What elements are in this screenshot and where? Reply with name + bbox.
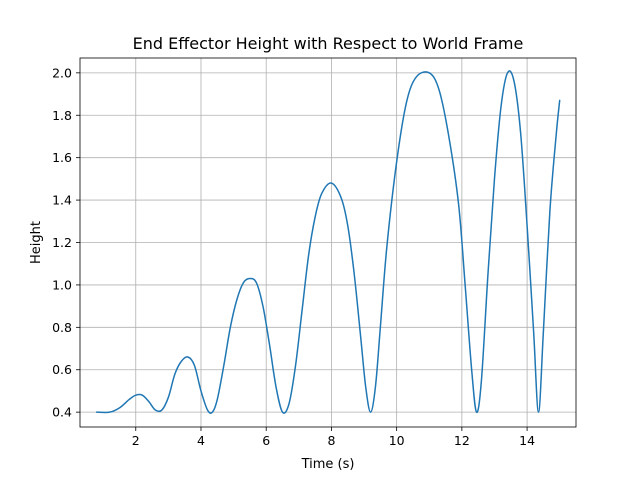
x-tick-label: 8 — [327, 433, 335, 448]
x-tick-label: 10 — [389, 433, 405, 448]
x-tick-label: 14 — [519, 433, 535, 448]
y-tick-label: 1.2 — [52, 235, 72, 250]
y-tick-label: 1.0 — [52, 277, 72, 292]
ticks: 2 4 6 8 10 12 14 0.4 0.6 0.8 1.0 1.2 1.4 1.6 1.8 2.0 — [52, 65, 535, 448]
y-tick-label: 1.8 — [52, 108, 72, 123]
grid-lines — [80, 58, 576, 427]
y-tick-label: 1.4 — [52, 193, 72, 208]
y-axis-label: Height — [29, 221, 44, 264]
x-tick-label: 2 — [132, 433, 140, 448]
x-tick-label: 4 — [197, 433, 205, 448]
y-tick-label: 1.6 — [52, 150, 72, 165]
height-series-line — [95, 70, 561, 414]
y-tick-label: 2.0 — [52, 65, 72, 80]
y-tick-label: 0.6 — [52, 362, 72, 377]
x-tick-label: 6 — [262, 433, 270, 448]
y-tick-label: 0.8 — [52, 320, 72, 335]
x-tick-label: 12 — [454, 433, 470, 448]
x-axis-label: Time (s) — [301, 457, 355, 472]
series-layer — [95, 70, 561, 414]
chart-title: End Effector Height with Respect to Worl… — [133, 34, 524, 53]
y-tick-label: 0.4 — [52, 405, 72, 420]
